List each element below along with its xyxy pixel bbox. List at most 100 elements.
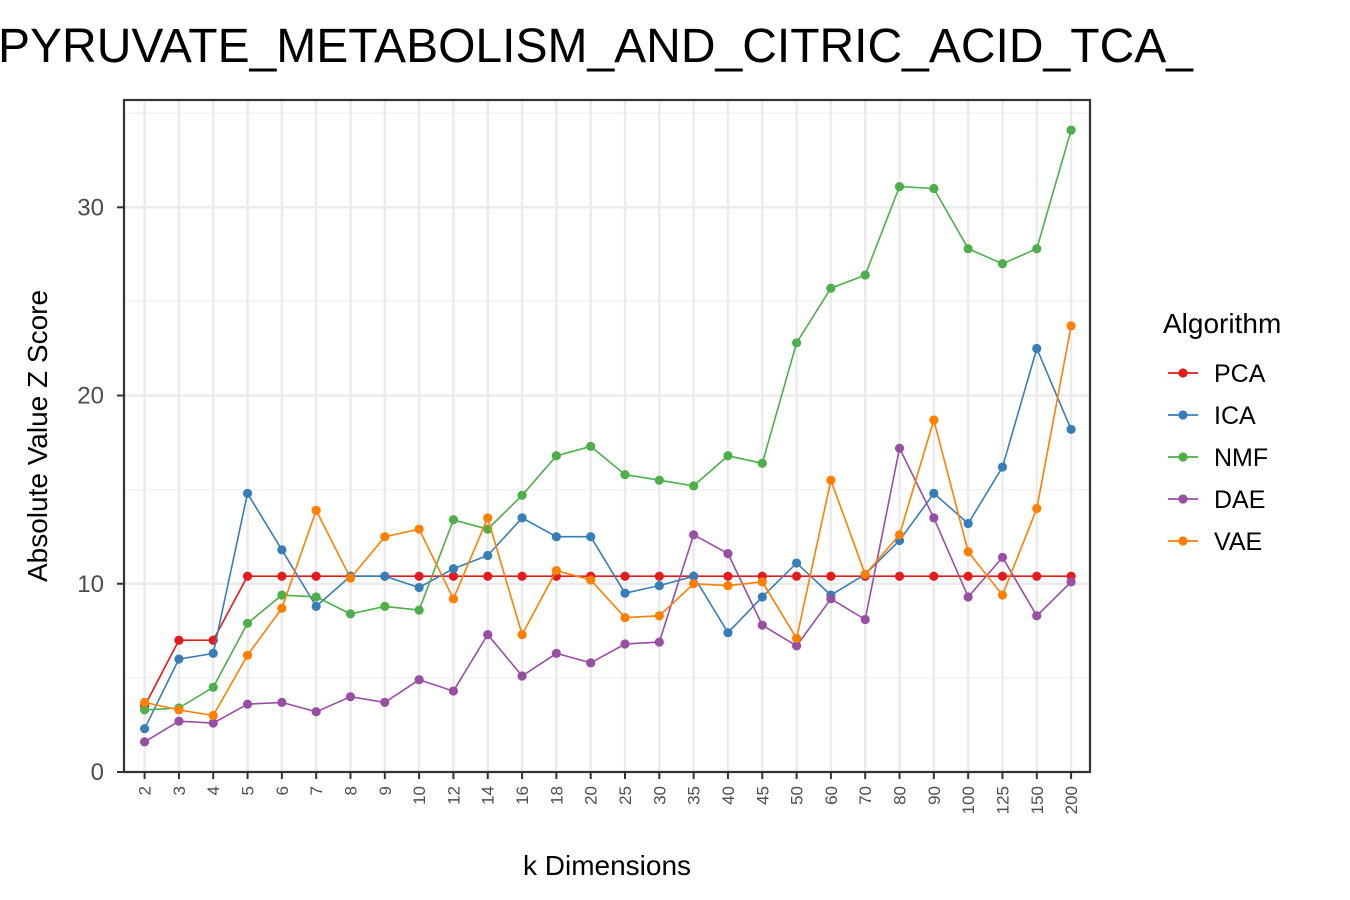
point-nmf bbox=[277, 590, 287, 600]
legend-item-dae: DAE bbox=[1168, 486, 1265, 514]
point-dae bbox=[140, 737, 150, 747]
legend-label: VAE bbox=[1214, 528, 1262, 556]
point-pca bbox=[963, 571, 973, 581]
x-tick-label: 40 bbox=[719, 786, 738, 805]
x-axis: 2 3 4 5 6 7 8 9 10 12 14 16 18 20 25 30 35 40 45 50 60 70 80 90… bbox=[136, 772, 1081, 814]
point-dae bbox=[1066, 577, 1076, 587]
point-ica bbox=[689, 571, 699, 581]
point-dae bbox=[448, 686, 459, 696]
point-ica bbox=[1066, 424, 1076, 435]
point-pca bbox=[723, 571, 733, 581]
x-tick-label: 4 bbox=[204, 786, 223, 795]
point-vae bbox=[826, 475, 836, 485]
series-dae bbox=[140, 443, 1076, 747]
point-nmf bbox=[860, 270, 870, 280]
point-vae bbox=[620, 613, 630, 623]
point-pca bbox=[277, 571, 287, 581]
point-dae bbox=[654, 637, 664, 647]
point-vae bbox=[860, 569, 870, 579]
point-dae bbox=[997, 552, 1008, 563]
point-dae bbox=[311, 707, 321, 717]
point-pca bbox=[448, 571, 459, 581]
point-nmf bbox=[1032, 244, 1042, 254]
point-vae bbox=[894, 530, 905, 540]
line-pca bbox=[143, 575, 1072, 707]
point-nmf bbox=[997, 259, 1008, 269]
point-nmf bbox=[723, 451, 733, 461]
point-vae bbox=[208, 710, 218, 721]
point-vae bbox=[929, 415, 939, 425]
point-vae bbox=[174, 705, 184, 715]
line-vae bbox=[144, 325, 1072, 717]
line-dae bbox=[144, 445, 1072, 743]
legend-item-ica: ICA bbox=[1168, 402, 1256, 430]
x-tick-label: 45 bbox=[753, 786, 772, 805]
x-tick-label: 80 bbox=[891, 786, 910, 805]
x-axis-title: k Dimensions bbox=[523, 850, 691, 881]
point-dae bbox=[345, 692, 356, 702]
point-vae bbox=[586, 575, 596, 585]
point-vae bbox=[380, 532, 390, 542]
legend-label: DAE bbox=[1214, 486, 1265, 514]
point-nmf bbox=[586, 441, 596, 451]
x-tick-label: 200 bbox=[1062, 786, 1081, 814]
x-tick-label: 8 bbox=[341, 786, 360, 795]
legend-key-point bbox=[1178, 494, 1188, 504]
point-ica bbox=[723, 628, 733, 638]
point-nmf bbox=[826, 283, 836, 293]
y-axis-title: Absolute Value Z Score bbox=[22, 290, 53, 582]
point-vae bbox=[654, 611, 664, 621]
x-tick-label: 25 bbox=[616, 786, 635, 805]
y-axis: 0 10 20 30 bbox=[77, 194, 124, 786]
point-nmf bbox=[757, 458, 767, 468]
point-pca bbox=[929, 571, 939, 581]
point-vae bbox=[551, 565, 561, 576]
y-tick-label: 0 bbox=[91, 759, 104, 786]
point-ica bbox=[174, 654, 184, 664]
point-nmf bbox=[689, 481, 699, 491]
x-tick-label: 9 bbox=[376, 786, 395, 795]
x-tick-label: 125 bbox=[993, 786, 1012, 814]
point-ica bbox=[414, 582, 424, 593]
x-tick-label: 3 bbox=[170, 786, 189, 795]
point-vae bbox=[483, 513, 493, 523]
x-tick-label: 2 bbox=[136, 786, 155, 795]
point-dae bbox=[174, 716, 184, 726]
x-tick-label: 14 bbox=[479, 786, 498, 805]
legend-label: NMF bbox=[1214, 444, 1268, 472]
point-nmf bbox=[791, 338, 802, 348]
x-tick-label: 16 bbox=[513, 786, 532, 805]
legend-key-point bbox=[1178, 536, 1188, 546]
point-dae bbox=[483, 629, 493, 640]
legend-item-nmf: NMF bbox=[1168, 444, 1268, 472]
point-dae bbox=[242, 699, 253, 709]
point-vae bbox=[791, 633, 802, 643]
point-vae bbox=[517, 629, 527, 640]
point-ica bbox=[448, 564, 459, 574]
point-nmf bbox=[345, 609, 356, 619]
point-ica bbox=[963, 518, 973, 529]
point-nmf bbox=[620, 469, 630, 480]
point-vae bbox=[414, 524, 424, 534]
x-tick-label: 100 bbox=[959, 786, 978, 814]
legend-title: Algorithm bbox=[1163, 308, 1281, 339]
point-nmf bbox=[414, 605, 424, 615]
legend-key-point bbox=[1178, 410, 1188, 420]
series-vae bbox=[140, 321, 1076, 721]
point-nmf bbox=[1066, 125, 1076, 135]
point-dae bbox=[1032, 611, 1042, 621]
point-ica bbox=[1032, 343, 1042, 354]
point-dae bbox=[963, 592, 973, 602]
point-nmf bbox=[963, 244, 973, 254]
series-layer bbox=[140, 125, 1076, 747]
point-ica bbox=[791, 558, 802, 568]
point-dae bbox=[517, 671, 527, 681]
point-pca bbox=[414, 571, 424, 581]
point-dae bbox=[380, 697, 390, 707]
point-nmf bbox=[894, 181, 905, 192]
x-tick-label: 60 bbox=[822, 786, 841, 805]
point-pca bbox=[894, 571, 905, 581]
x-tick-label: 150 bbox=[1028, 786, 1047, 814]
point-nmf bbox=[929, 183, 939, 194]
